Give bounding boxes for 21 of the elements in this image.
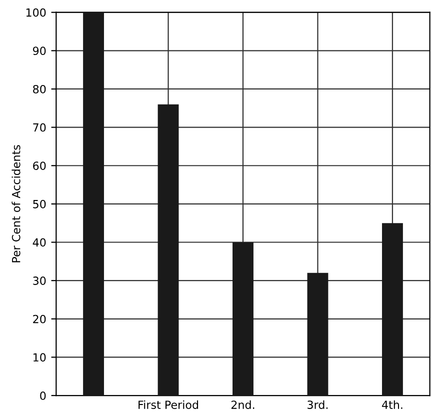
y-tick-label: 20 bbox=[33, 314, 46, 324]
y-tick-label: 80 bbox=[33, 84, 46, 94]
x-tick-label: 3rd. bbox=[308, 400, 328, 409]
y-tick-label: 30 bbox=[33, 276, 46, 285]
bar bbox=[382, 223, 403, 396]
x-tick-label: 4th. bbox=[382, 400, 402, 409]
y-tick-label: 40 bbox=[32, 238, 46, 247]
bar bbox=[83, 12, 104, 396]
x-tick-label: First Period bbox=[138, 400, 198, 409]
x-tick-label: 2nd. bbox=[231, 400, 254, 409]
bar bbox=[232, 242, 254, 396]
y-tick-label: 0 bbox=[40, 391, 46, 400]
y-tick-label: 70 bbox=[33, 123, 46, 132]
y-tick-label: 10 bbox=[34, 353, 46, 362]
y-tick-label: 100 bbox=[26, 8, 46, 17]
y-axis-title: Per Cent of Accidents bbox=[12, 145, 20, 262]
y-tick-label: 90 bbox=[33, 46, 46, 56]
y-tick-label: 50 bbox=[33, 200, 46, 208]
y-tick-label: 60 bbox=[33, 162, 46, 170]
bar bbox=[307, 272, 328, 396]
bar bbox=[158, 104, 179, 396]
